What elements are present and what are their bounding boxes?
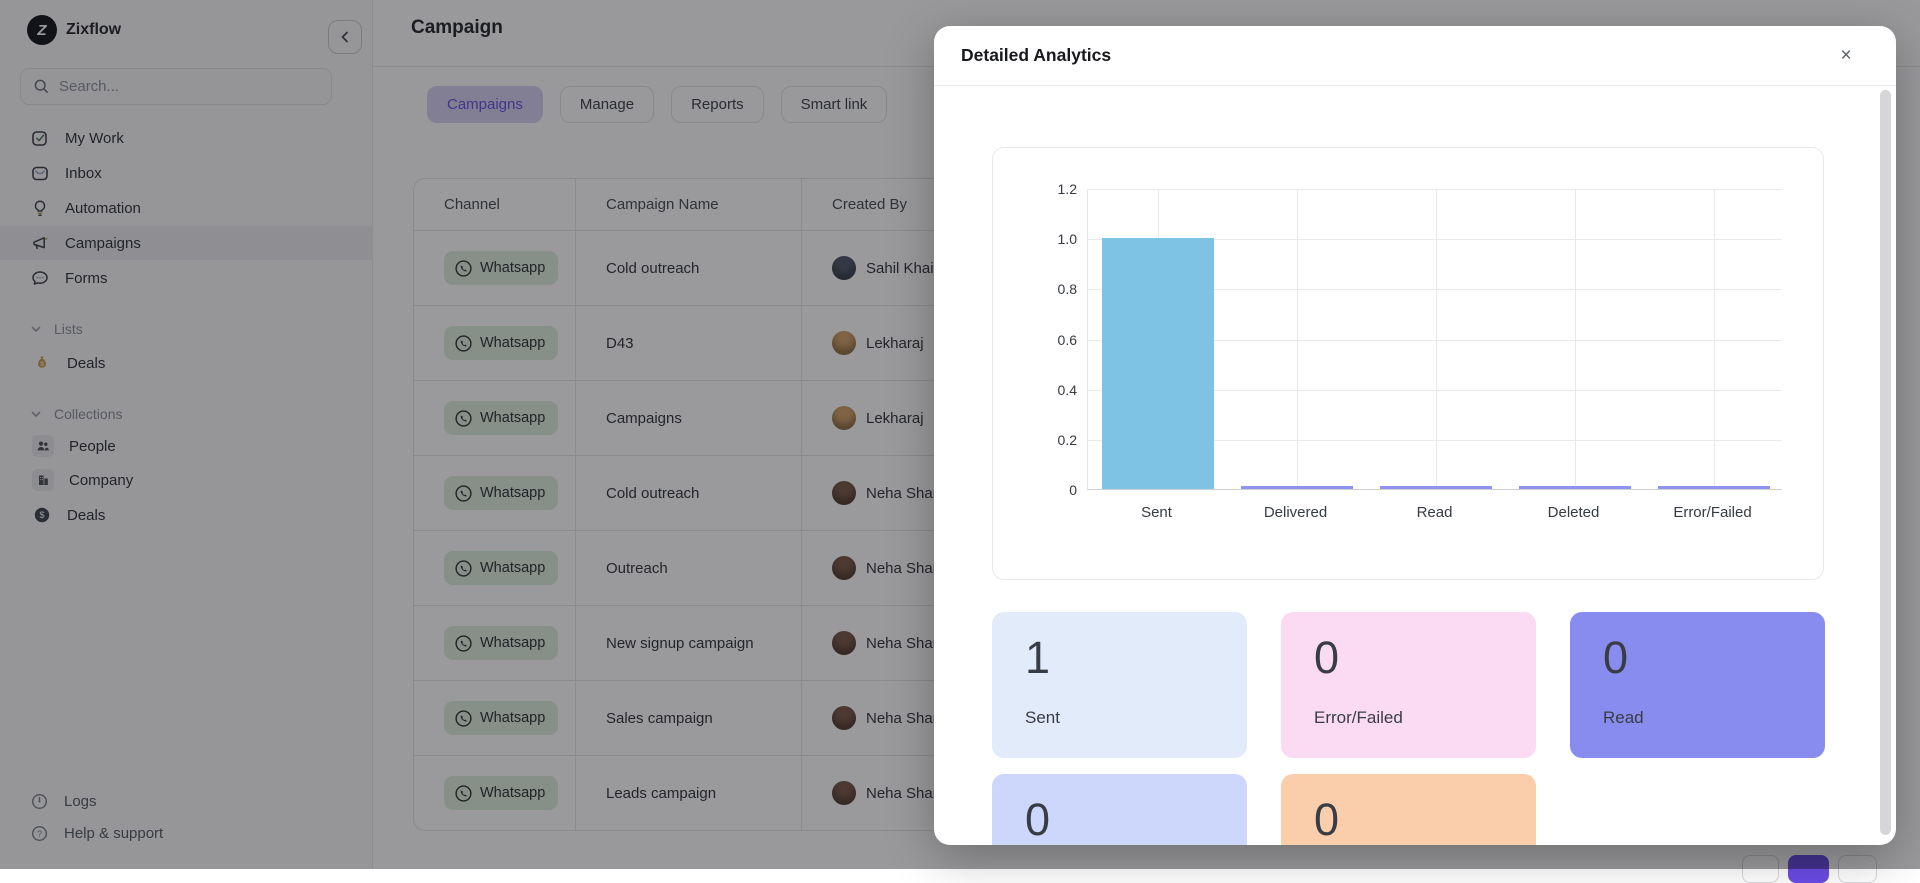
stat-card-sent: 1 Sent [992, 612, 1247, 758]
gridline [1714, 189, 1715, 489]
y-tick-label: 1.0 [1007, 231, 1077, 247]
bar-error-failed [1658, 486, 1770, 489]
y-tick-label: 0 [1007, 482, 1077, 498]
y-tick-label: 0.4 [1007, 382, 1077, 398]
x-tick-label: Delivered [1227, 504, 1365, 521]
close-icon[interactable]: × [1832, 42, 1860, 70]
bar-sent [1102, 238, 1214, 489]
y-tick-label: 0.6 [1007, 332, 1077, 348]
chart-plot [1087, 189, 1782, 490]
bar-deleted [1519, 486, 1631, 489]
gridline [1575, 189, 1576, 489]
stat-card-5: 0 [1281, 774, 1536, 845]
stat-label: Read [1603, 708, 1825, 728]
stat-card-error-failed: 0 Error/Failed [1281, 612, 1536, 758]
x-tick-label: Read [1366, 504, 1504, 521]
y-tick-label: 0.8 [1007, 281, 1077, 297]
stats-grid: 1 Sent 0 Error/Failed 0 Read 0 0 [992, 612, 1825, 845]
gridline [1436, 189, 1437, 489]
stat-value: 1 [1025, 632, 1247, 684]
bar-delivered [1241, 486, 1353, 489]
stat-card-4: 0 [992, 774, 1247, 845]
stat-value: 0 [1314, 794, 1536, 845]
stat-card-read: 0 Read [1570, 612, 1825, 758]
stat-value: 0 [1603, 632, 1825, 684]
stat-label: Sent [1025, 708, 1247, 728]
x-tick-label: Deleted [1505, 504, 1643, 521]
stat-value: 0 [1314, 632, 1536, 684]
stat-label: Error/Failed [1314, 708, 1536, 728]
y-tick-label: 0.2 [1007, 432, 1077, 448]
x-tick-label: Sent [1088, 504, 1226, 521]
gridline [1297, 189, 1298, 489]
modal-title: Detailed Analytics [961, 45, 1111, 66]
bar-read [1380, 486, 1492, 489]
modal-scrollbar[interactable] [1880, 90, 1891, 835]
y-tick-label: 1.2 [1007, 181, 1077, 197]
detailed-analytics-modal: Detailed Analytics × 0 0.2 0.4 0.6 0.8 1.0 1.2… [934, 26, 1896, 845]
x-tick-label: Error/Failed [1644, 504, 1782, 521]
stat-value: 0 [1025, 794, 1247, 845]
modal-header-divider [934, 85, 1896, 86]
